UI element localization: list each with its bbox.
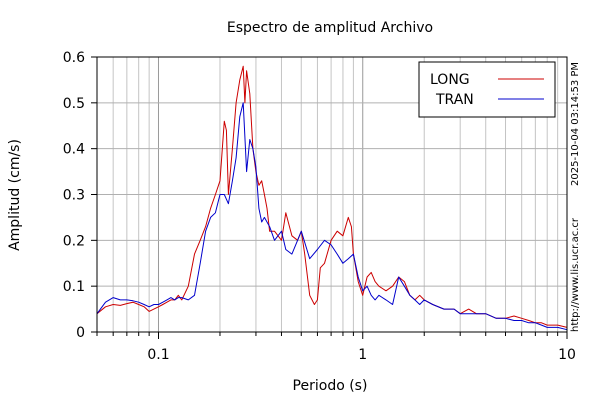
x-axis-label: Periodo (s) — [293, 378, 368, 394]
plot-lines — [96, 65, 568, 331]
timestamp-label: 2025-10-04 03:14:53 PM — [570, 61, 581, 186]
series-line-tran — [96, 102, 568, 331]
x-tick-labels: 0.1 1 10 — [147, 347, 576, 363]
y-tick-label: 0 — [76, 325, 85, 341]
chart-title: Espectro de amplitud Archivo — [227, 20, 433, 36]
legend: LONG TRAN — [418, 61, 556, 118]
y-tick-label: 0.2 — [63, 233, 85, 249]
y-tick-label: 0.4 — [63, 142, 85, 158]
x-tick-label: 10 — [558, 347, 576, 363]
y-tick-labels: 0 0.1 0.2 0.3 0.4 0.5 0.6 — [63, 50, 85, 341]
x-tick-label: 1 — [358, 347, 367, 363]
legend-label-long: LONG — [430, 72, 470, 88]
y-tick-label: 0.1 — [63, 279, 85, 295]
axis-ticks — [91, 56, 568, 339]
y-tick-label: 0.3 — [63, 188, 85, 204]
y-tick-label: 0.6 — [63, 50, 85, 66]
legend-box — [418, 61, 556, 118]
legend-label-tran: TRAN — [435, 92, 474, 108]
y-tick-label: 0.5 — [63, 96, 85, 112]
x-tick-label: 0.1 — [147, 347, 169, 363]
y-axis-label: Amplitud (cm/s) — [7, 139, 23, 251]
source-url-label: http://www.lis.ucr.ac.cr — [570, 218, 581, 332]
